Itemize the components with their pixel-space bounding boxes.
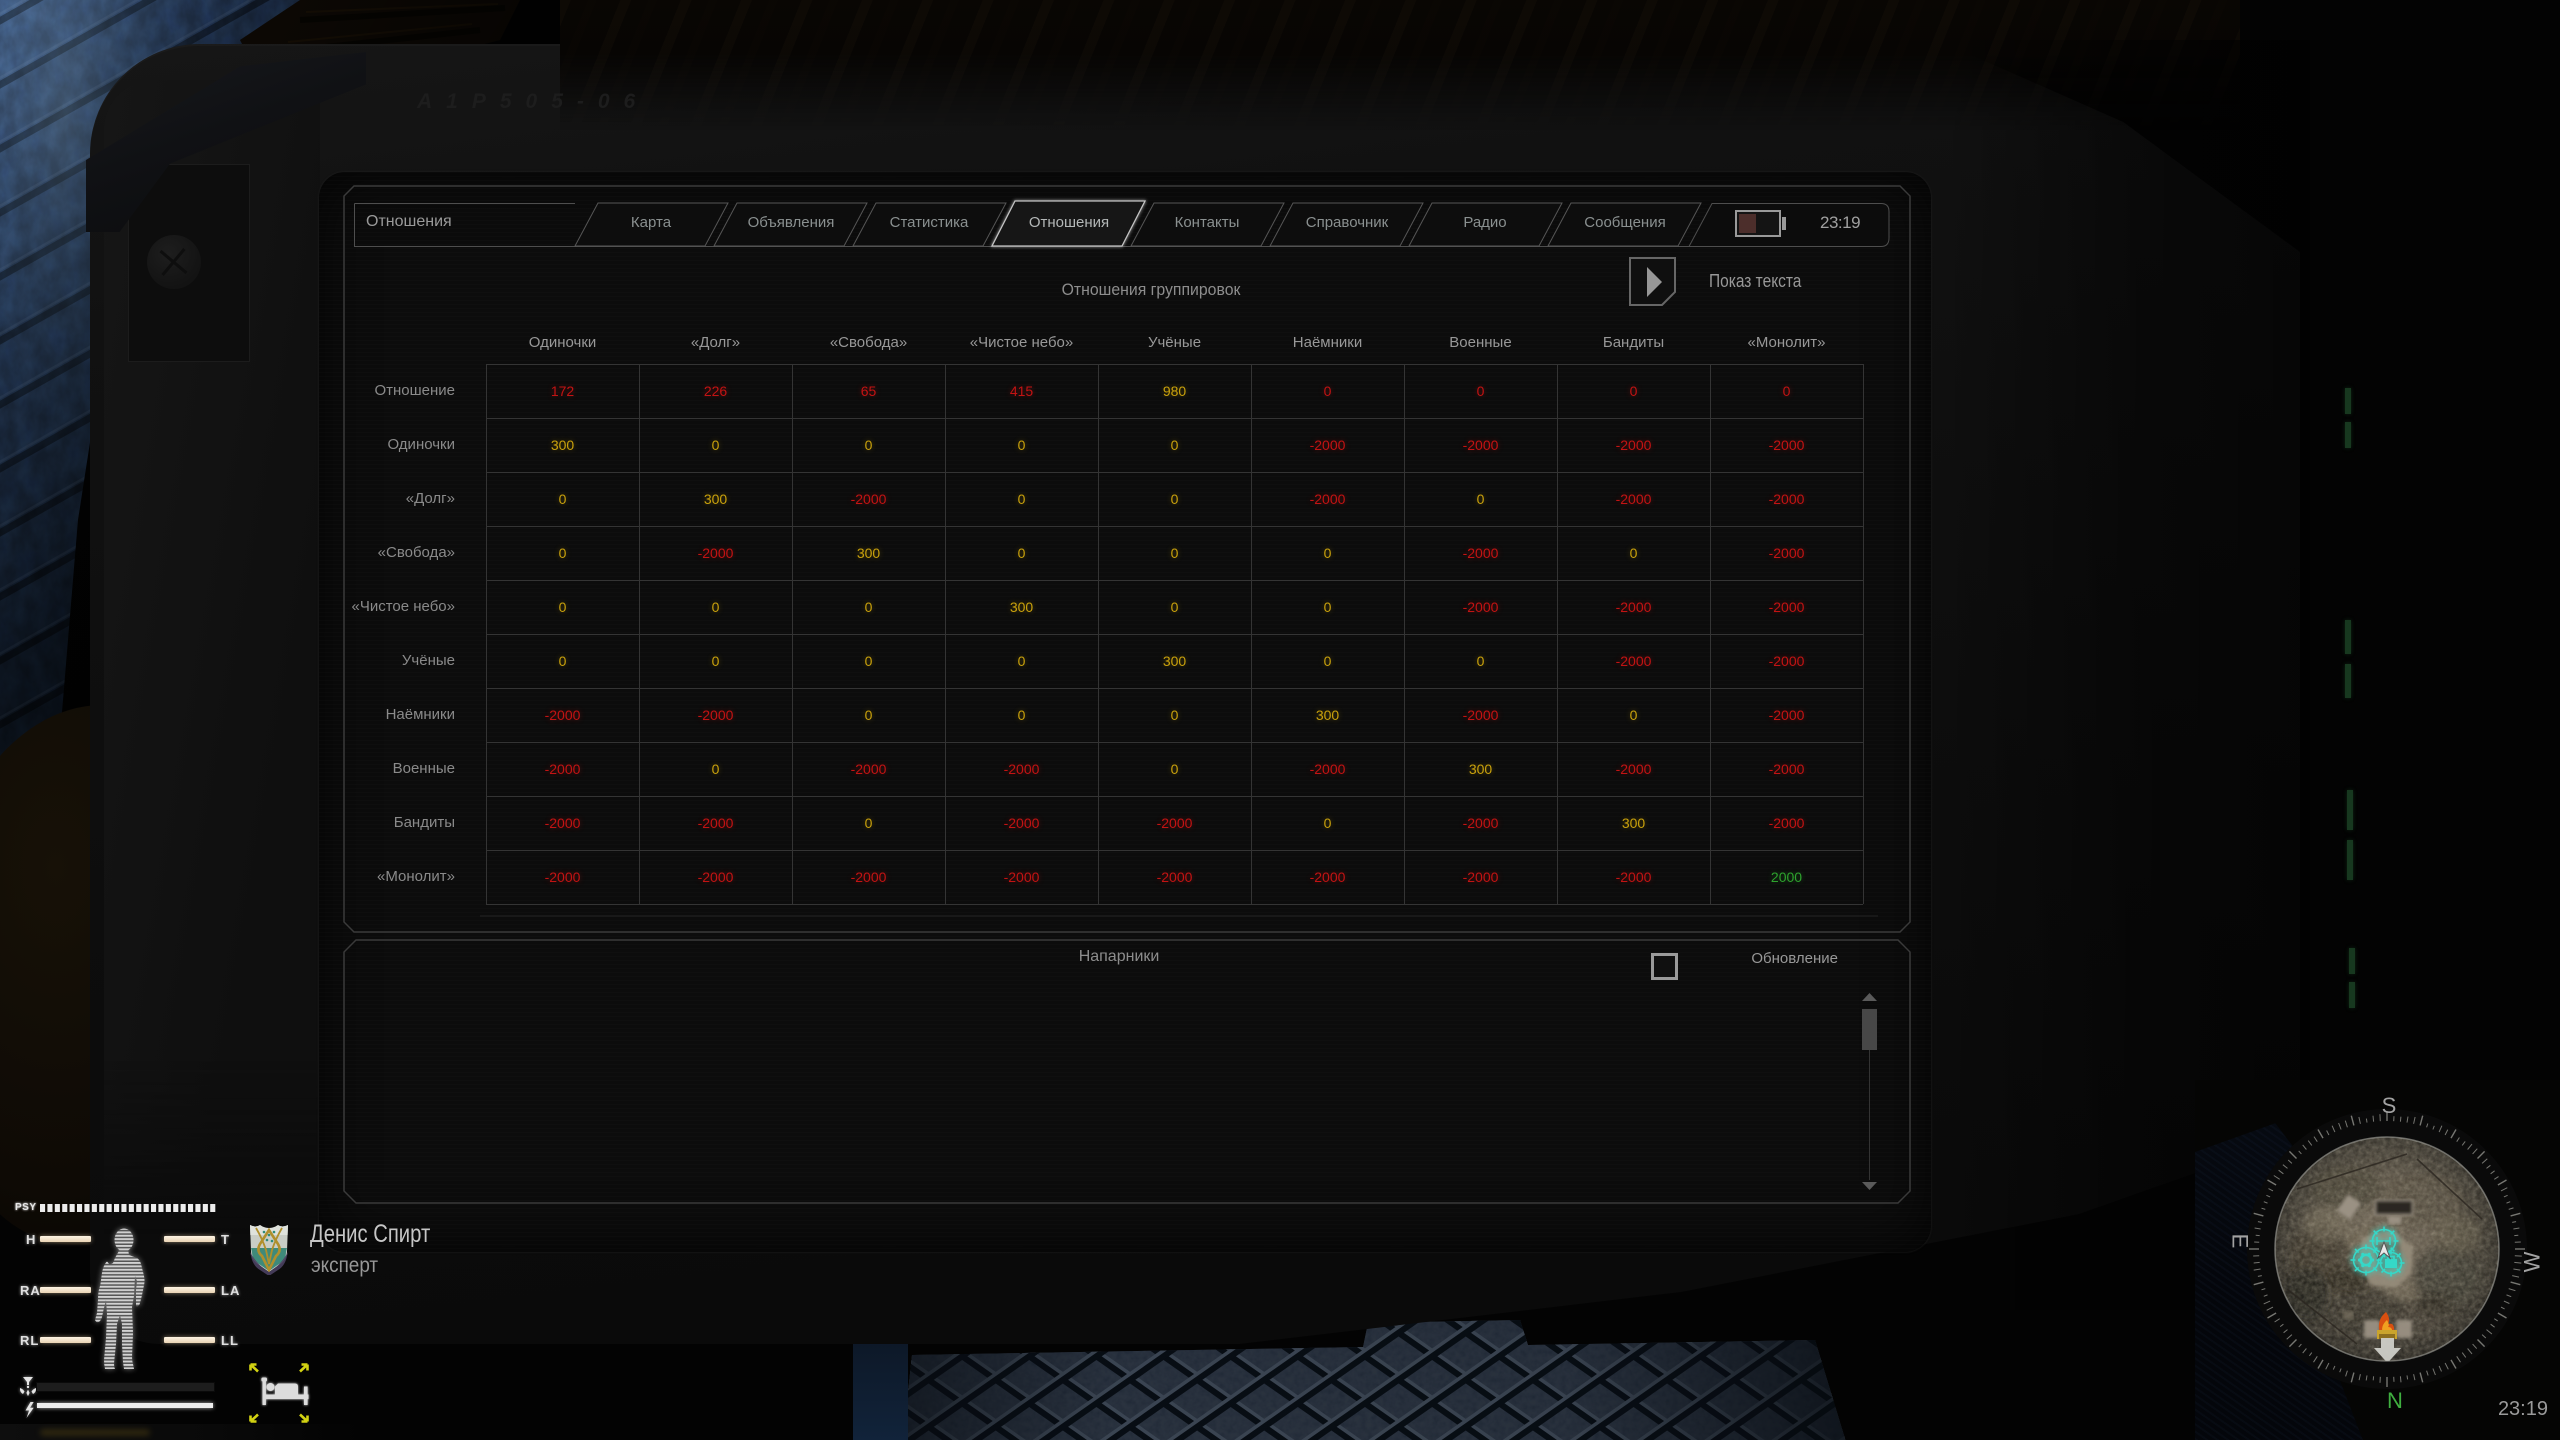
svg-text:W: W xyxy=(2520,1251,2545,1272)
svg-text:S: S xyxy=(2382,1093,2397,1118)
svg-text:N: N xyxy=(2387,1388,2403,1413)
svg-text:E: E xyxy=(2228,1234,2253,1249)
